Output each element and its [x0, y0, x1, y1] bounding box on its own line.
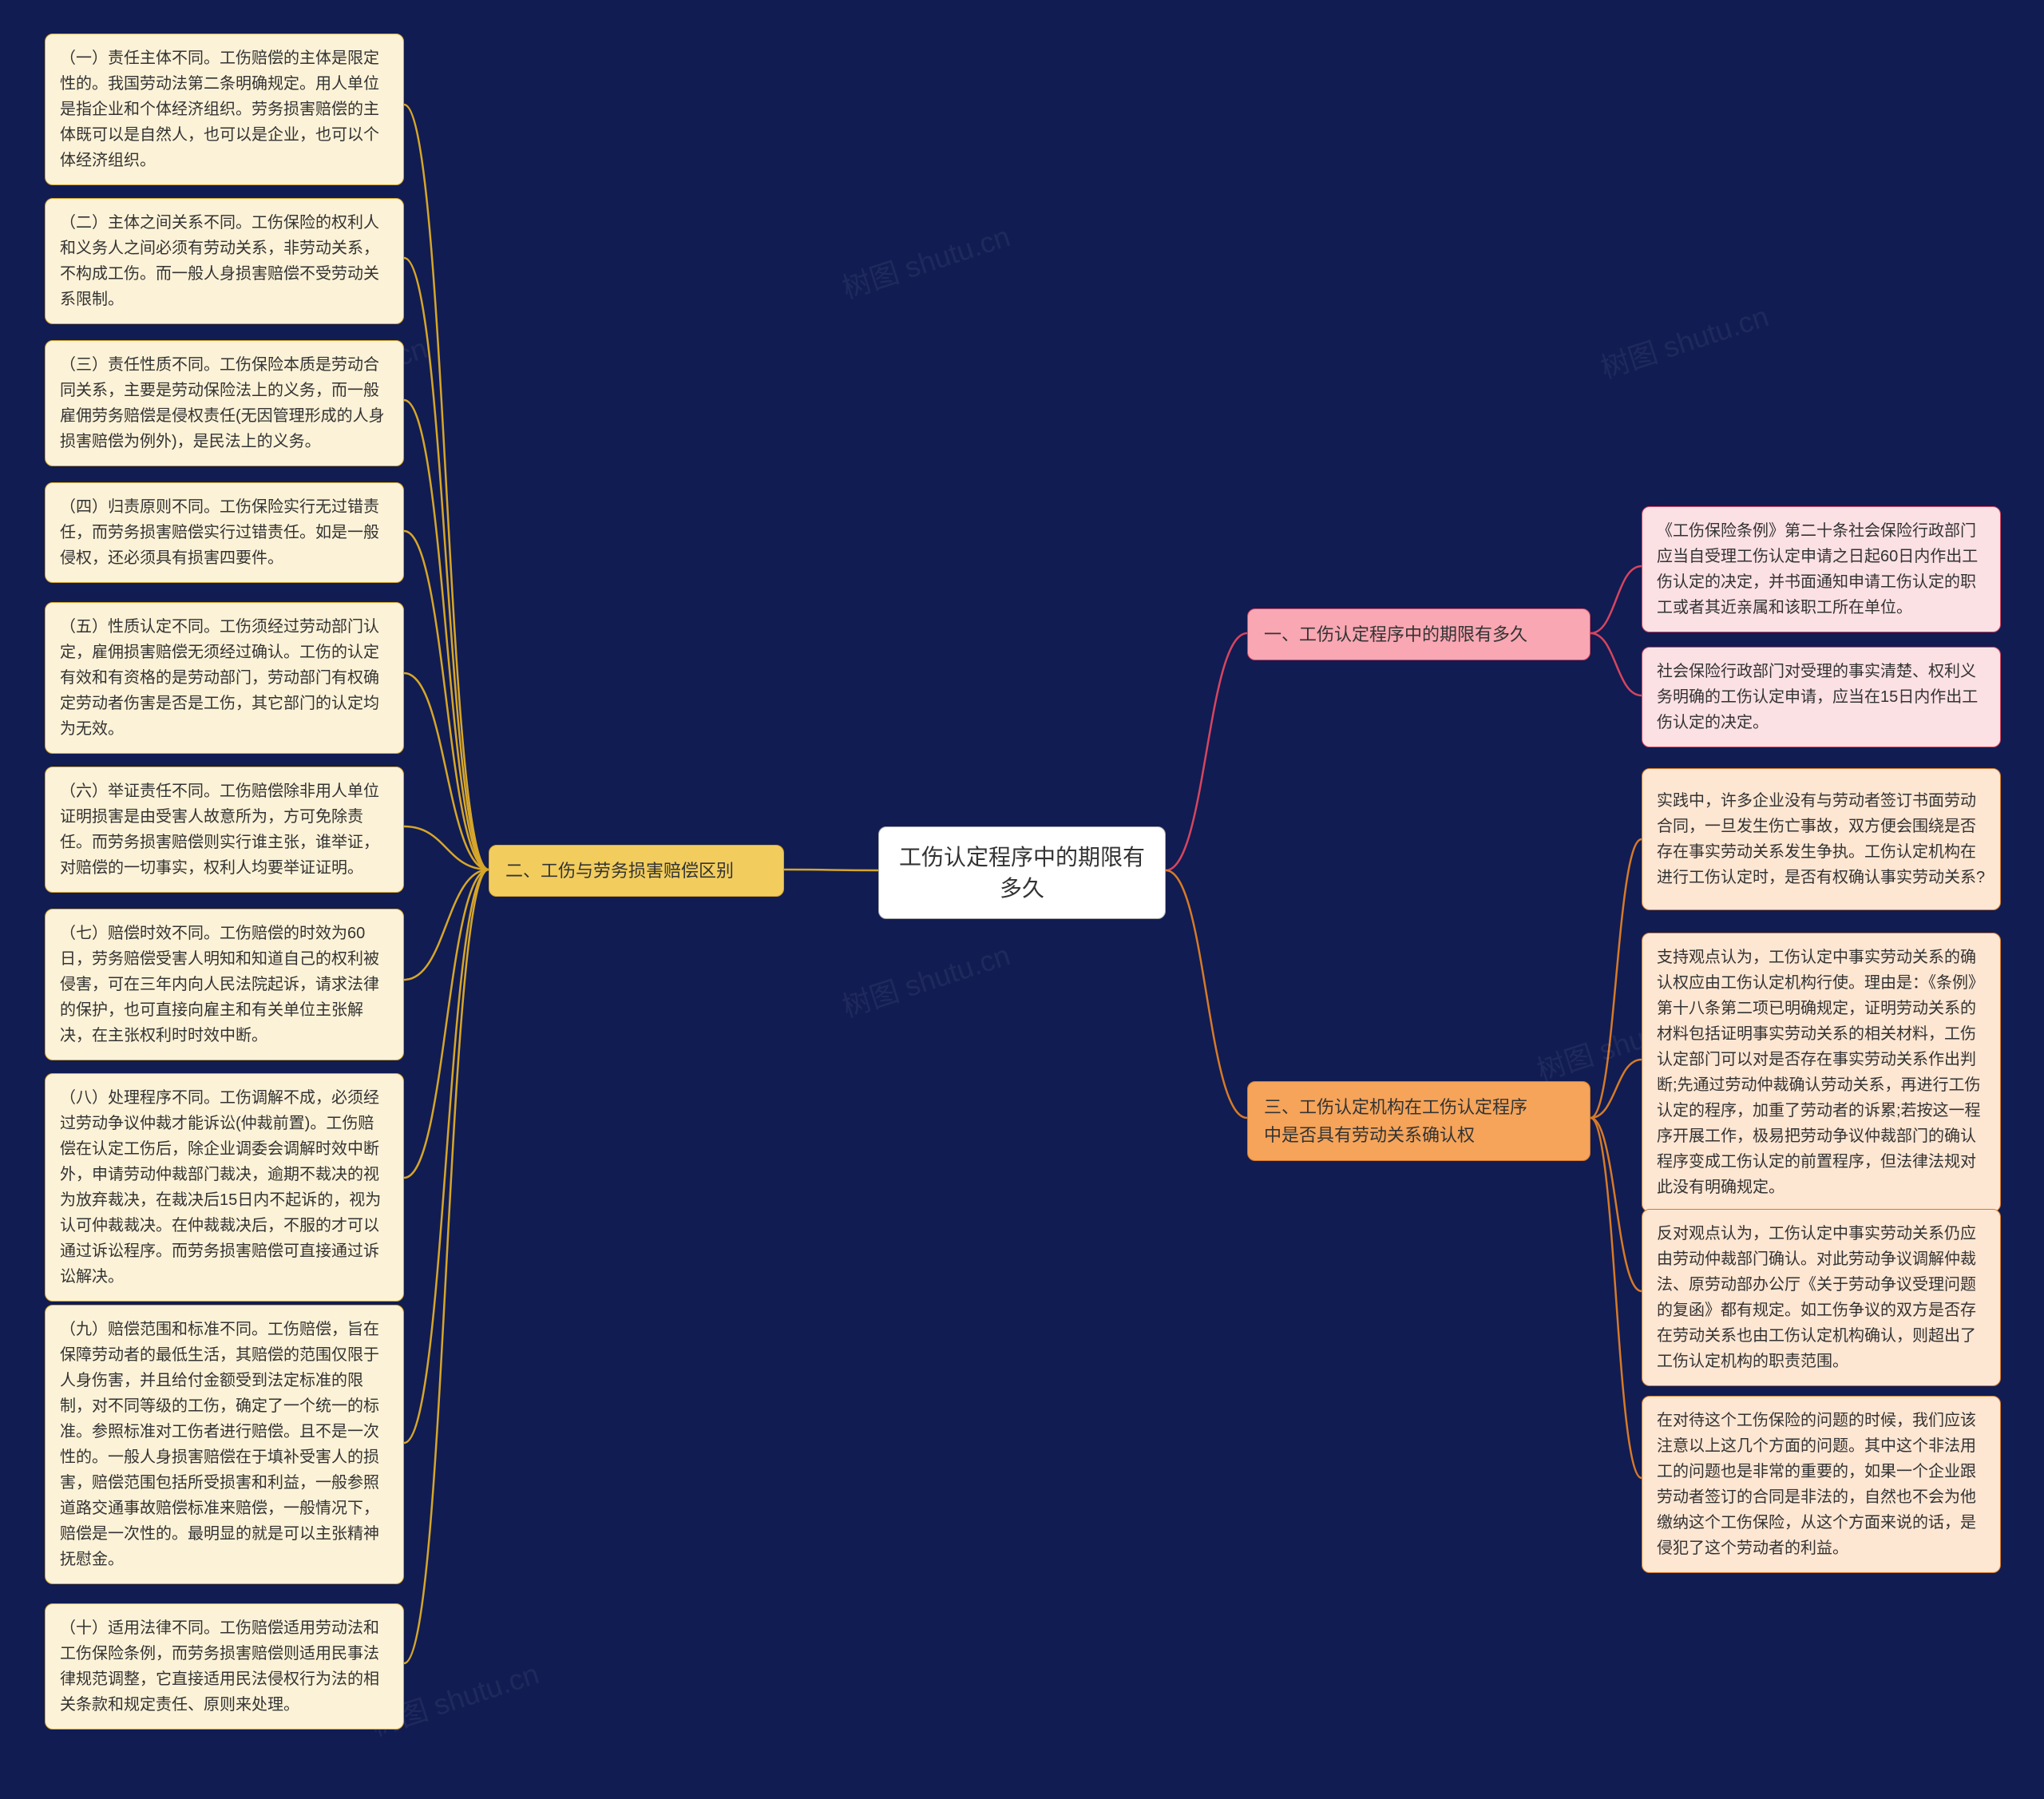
leaf-node-b3-3: 在对待这个工伤保险的问题的时候，我们应该注意以上这几个方面的问题。其中这个非法用…: [1642, 1396, 2001, 1573]
leaf-node-b2-2: （三）责任性质不同。工伤保险本质是劳动合同关系，主要是劳动保险法上的义务，而一般…: [45, 340, 404, 466]
leaf-node-b2-3: （四）归责原则不同。工伤保险实行无过错责任，而劳务损害赔偿实行过错责任。如是一般…: [45, 482, 404, 583]
leaf-node-b1-1: 社会保险行政部门对受理的事实清楚、权利义务明确的工伤认定申请，应当在15日内作出…: [1642, 647, 2001, 747]
leaf-node-b3-2: 反对观点认为，工伤认定中事实劳动关系仍应由劳动仲裁部门确认。对此劳动争议调解仲裁…: [1642, 1209, 2001, 1386]
leaf-node-b3-0: 实践中，许多企业没有与劳动者签订书面劳动合同，一旦发生伤亡事故，双方便会围绕是否…: [1642, 768, 2001, 910]
watermark: 树图 shutu.cn: [836, 214, 1014, 307]
watermark: 树图 shutu.cn: [1594, 294, 1773, 387]
leaf-node-b2-1: （二）主体之间关系不同。工伤保险的权利人和义务人之间必须有劳动关系，非劳动关系，…: [45, 198, 404, 324]
leaf-node-b2-5: （六）举证责任不同。工伤赔偿除非用人单位证明损害是由受害人故意所为，方可免除责任…: [45, 767, 404, 893]
leaf-node-b1-0: 《工伤保险条例》第二十条社会保险行政部门应当自受理工伤认定申请之日起60日内作出…: [1642, 506, 2001, 632]
center-node: 工伤认定程序中的期限有多久: [878, 826, 1166, 919]
leaf-node-b2-6: （七）赔偿时效不同。工伤赔偿的时效为60日，劳务赔偿受害人明知和知道自己的权利被…: [45, 909, 404, 1060]
leaf-node-b2-0: （一）责任主体不同。工伤赔偿的主体是限定性的。我国劳动法第二条明确规定。用人单位…: [45, 34, 404, 185]
leaf-node-b2-9: （十）适用法律不同。工伤赔偿适用劳动法和工伤保险条例，而劳务损害赔偿则适用民事法…: [45, 1603, 404, 1730]
branch-node-b1: 一、工伤认定程序中的期限有多久: [1247, 608, 1590, 660]
leaf-node-b3-1: 支持观点认为，工伤认定中事实劳动关系的确认权应由工伤认定机构行使。理由是：《条例…: [1642, 933, 2001, 1212]
leaf-node-b2-8: （九）赔偿范围和标准不同。工伤赔偿，旨在保障劳动者的最低生活，其赔偿的范围仅限于…: [45, 1305, 404, 1584]
branch-node-b3: 三、工伤认定机构在工伤认定程序中是否具有劳动关系确认权: [1247, 1081, 1590, 1161]
leaf-node-b2-7: （八）处理程序不同。工伤调解不成，必须经过劳动争议仲裁才能诉讼(仲裁前置)。工伤…: [45, 1073, 404, 1302]
leaf-node-b2-4: （五）性质认定不同。工伤须经过劳动部门认定，雇佣损害赔偿无须经过确认。工伤的认定…: [45, 602, 404, 754]
branch-node-b2: 二、工伤与劳务损害赔偿区别: [489, 845, 784, 897]
watermark: 树图 shutu.cn: [836, 933, 1014, 1026]
